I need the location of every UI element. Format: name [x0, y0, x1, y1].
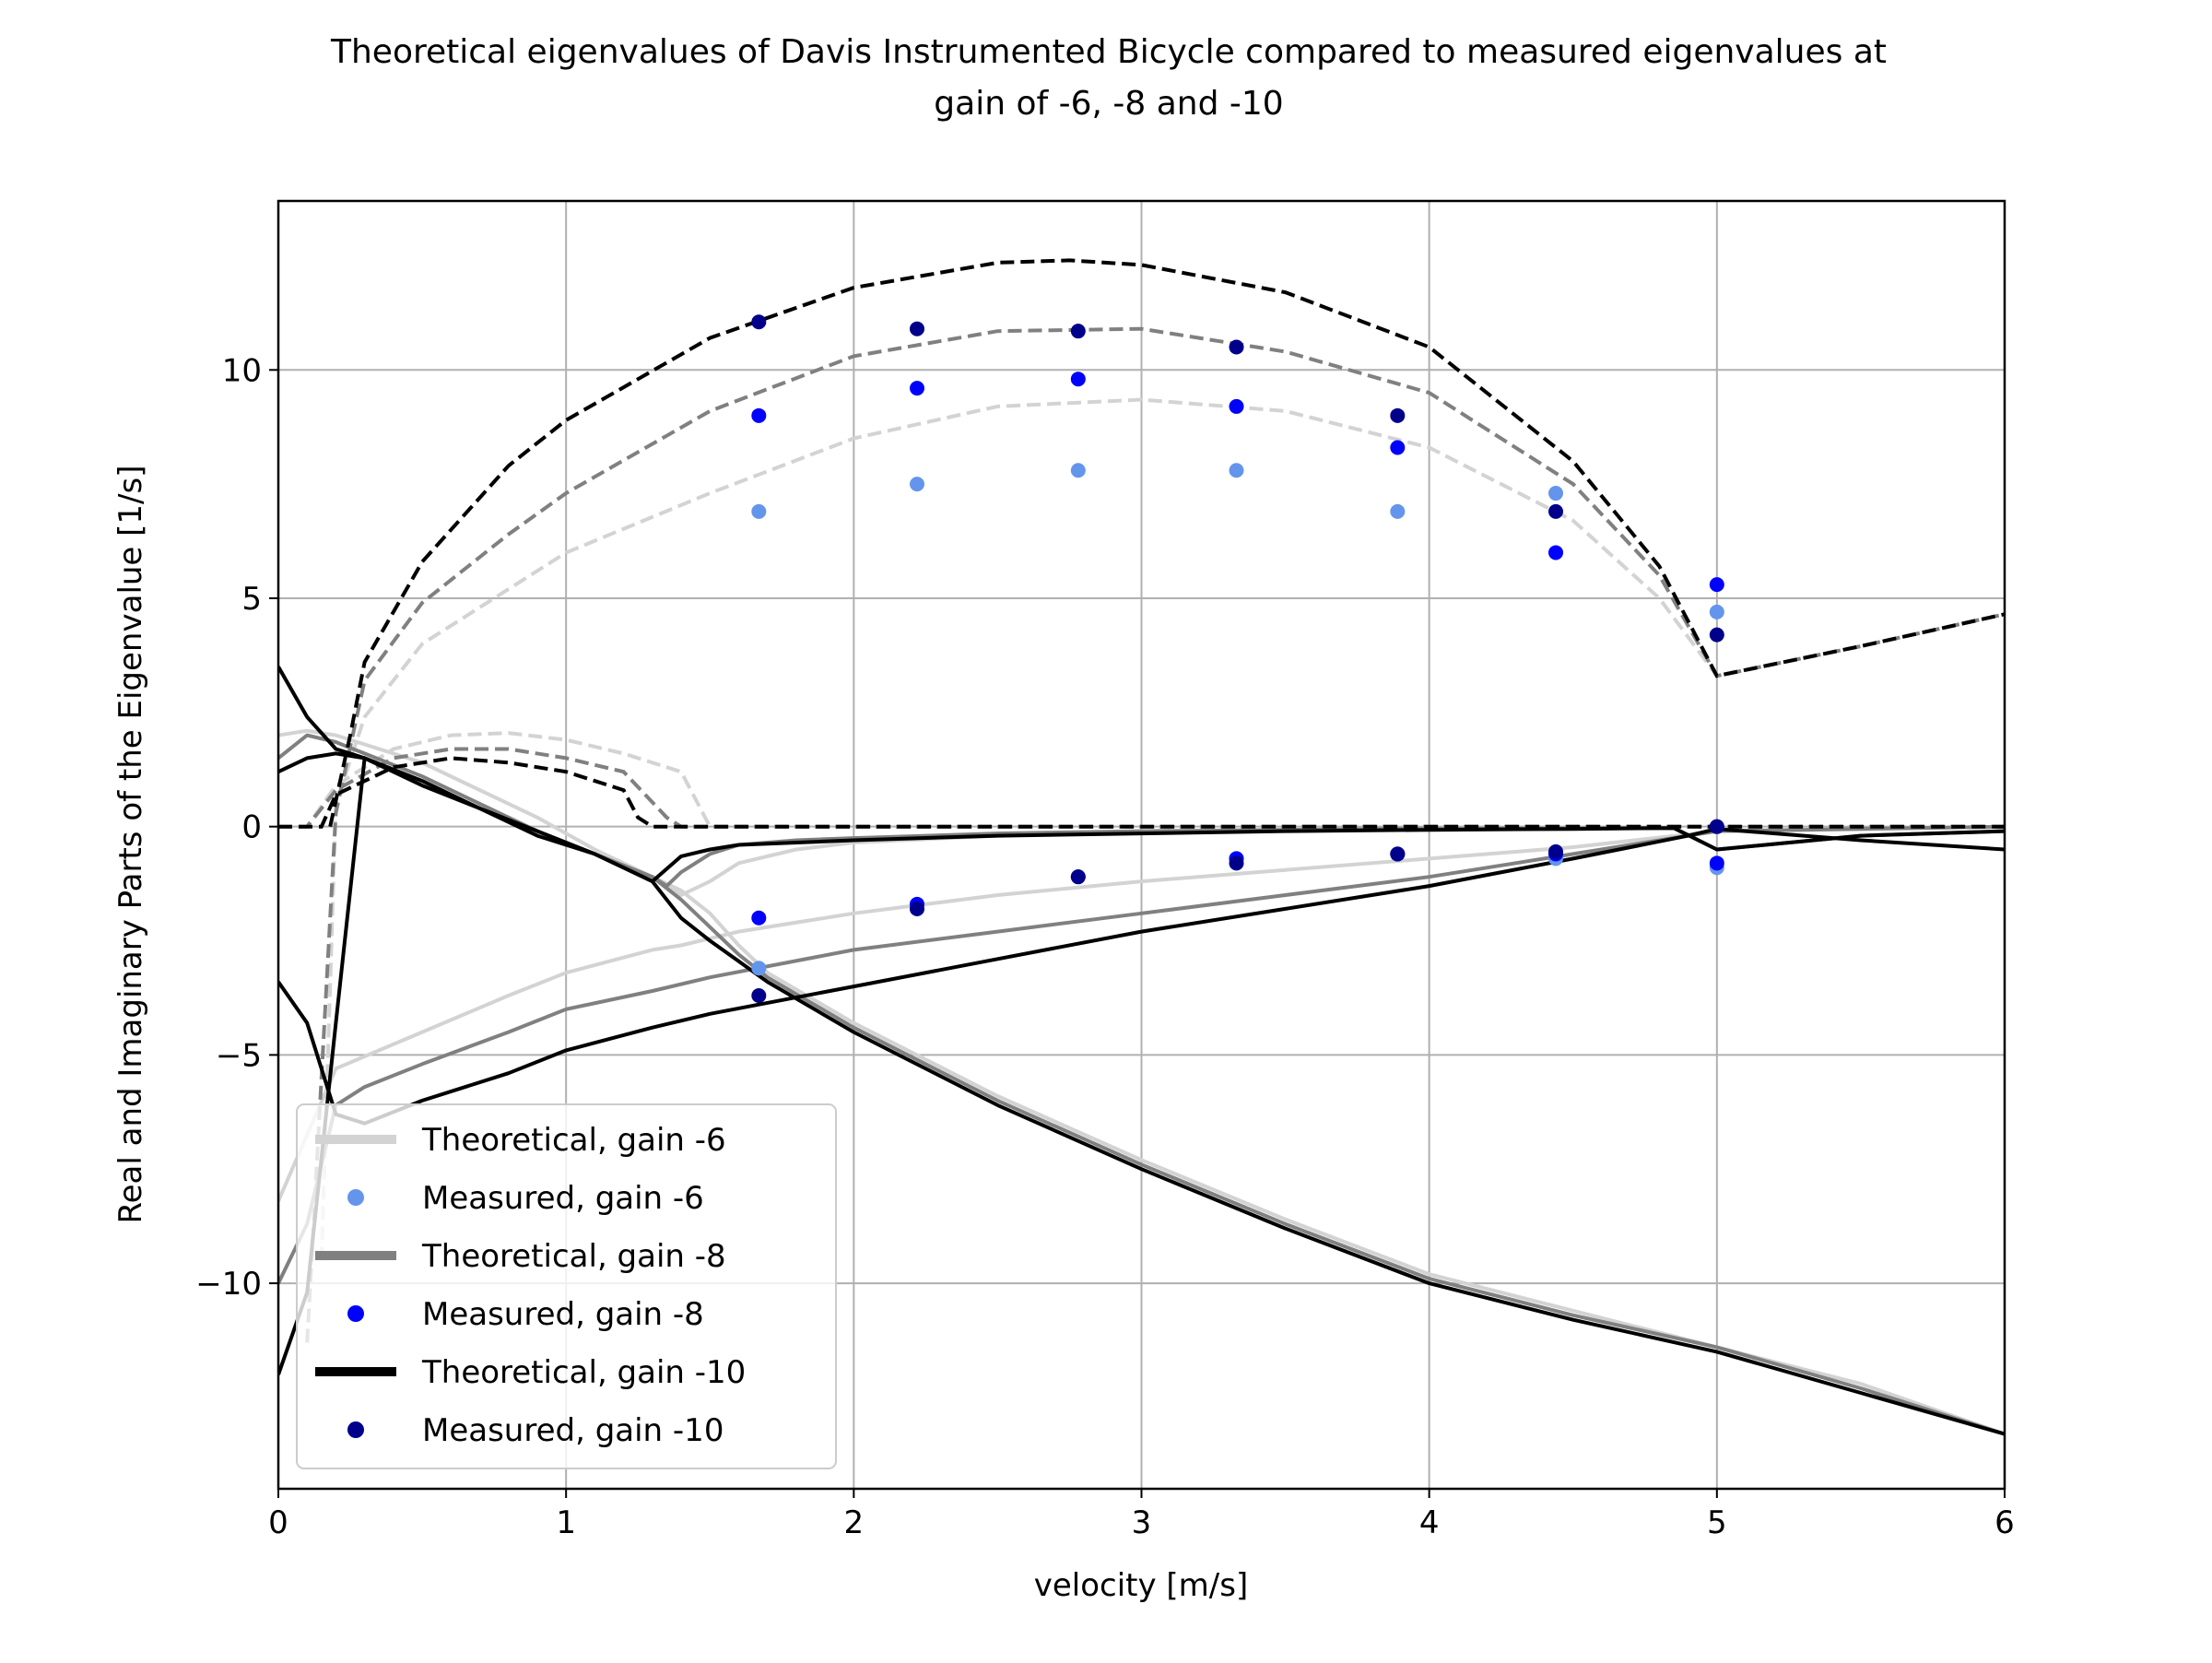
measured-point: [1548, 486, 1564, 501]
y-axis-label: Real and Imaginary Parts of the Eigenval…: [112, 466, 149, 1224]
measured-point: [751, 987, 767, 1003]
measured-point: [1709, 604, 1724, 619]
measured-point: [1548, 503, 1564, 519]
y-axis-ticks: −10 −5 0 5 10: [195, 352, 278, 1303]
y-tick-label: 5: [241, 581, 262, 618]
legend-label: Theoretical, gain -10: [421, 1354, 746, 1391]
measured-point: [1390, 846, 1406, 862]
chart-title-line-1: Theoretical eigenvalues of Davis Instrum…: [330, 33, 1887, 71]
legend-label: Theoretical, gain -8: [421, 1238, 726, 1275]
x-tick-label: 0: [268, 1504, 288, 1541]
measured-point: [1709, 855, 1724, 871]
legend-marker-swatch: [347, 1189, 364, 1206]
measured-point: [1070, 372, 1086, 387]
theoretical-imaginary-curve: [305, 326, 2005, 1343]
measured-point: [1070, 324, 1086, 339]
x-axis-ticks: 0 1 2 3 4 5 6: [268, 1489, 2015, 1541]
measured-point: [1070, 463, 1086, 478]
measured-point: [1709, 627, 1724, 643]
legend: Theoretical, gain -6 Measured, gain -6 The…: [296, 1103, 837, 1469]
legend-label: Measured, gain -6: [422, 1180, 704, 1217]
legend-label: Measured, gain -8: [422, 1296, 704, 1333]
x-tick-label: 6: [1994, 1504, 2015, 1541]
theoretical-real-curve: [278, 756, 2005, 1375]
theoretical-imaginary-curve: [319, 397, 2005, 1261]
x-tick-label: 5: [1707, 1504, 1727, 1541]
legend-box: [296, 1103, 837, 1469]
measured-point: [1229, 463, 1244, 478]
theoretical-real-curve: [278, 824, 2005, 1284]
theoretical-real-curve: [278, 728, 2005, 1436]
x-tick-label: 3: [1132, 1504, 1152, 1541]
theoretical-real-curve: [278, 666, 2005, 1436]
measured-point: [1709, 577, 1724, 593]
y-tick-label: 0: [241, 809, 262, 846]
theoretical-real-curve: [278, 751, 365, 774]
measured-point: [910, 901, 925, 916]
legend-entries: Theoretical, gain -6 Measured, gain -6 The…: [315, 1122, 746, 1449]
measured-point: [910, 381, 925, 396]
theoretical-imaginary-curve: [328, 258, 2005, 828]
theoretical-imaginary-curve: [278, 756, 2005, 829]
x-tick-label: 2: [844, 1504, 865, 1541]
legend-marker-swatch: [347, 1305, 364, 1322]
y-tick-label: 10: [222, 352, 262, 389]
measured-point: [751, 314, 767, 330]
measured-point: [751, 503, 767, 519]
legend-label: Measured, gain -10: [422, 1412, 724, 1449]
legend-label: Theoretical, gain -6: [421, 1122, 726, 1159]
measured-point: [910, 321, 925, 336]
y-tick-label: −10: [195, 1266, 262, 1303]
measured-point: [1229, 398, 1244, 414]
measured-markers-layer: [751, 314, 1724, 1003]
theoretical-imaginary-curve: [278, 747, 2005, 829]
measured-point: [751, 961, 767, 976]
measured-point: [1390, 503, 1406, 519]
chart-title-line-2: gain of -6, -8 and -10: [934, 85, 1283, 123]
theoretical-real-curve: [278, 824, 2005, 1202]
y-tick-label: −5: [216, 1037, 262, 1074]
measured-point: [910, 477, 925, 492]
measured-point: [1070, 869, 1086, 885]
measured-point: [751, 910, 767, 926]
measured-point: [1229, 855, 1244, 871]
theoretical-series-layer: [278, 258, 2005, 1436]
legend-marker-swatch: [347, 1421, 364, 1438]
measured-point: [1548, 545, 1564, 560]
x-tick-label: 4: [1419, 1504, 1440, 1541]
theoretical-real-curve: [278, 733, 2005, 1436]
measured-point: [1390, 407, 1406, 423]
measured-point: [1548, 843, 1564, 859]
measured-point: [1390, 440, 1406, 455]
measured-point: [1709, 819, 1724, 834]
measured-point: [751, 407, 767, 423]
x-tick-label: 1: [556, 1504, 576, 1541]
measured-point: [1229, 339, 1244, 355]
x-axis-label: velocity [m/s]: [1034, 1567, 1249, 1604]
plot-area: [278, 258, 2005, 1436]
